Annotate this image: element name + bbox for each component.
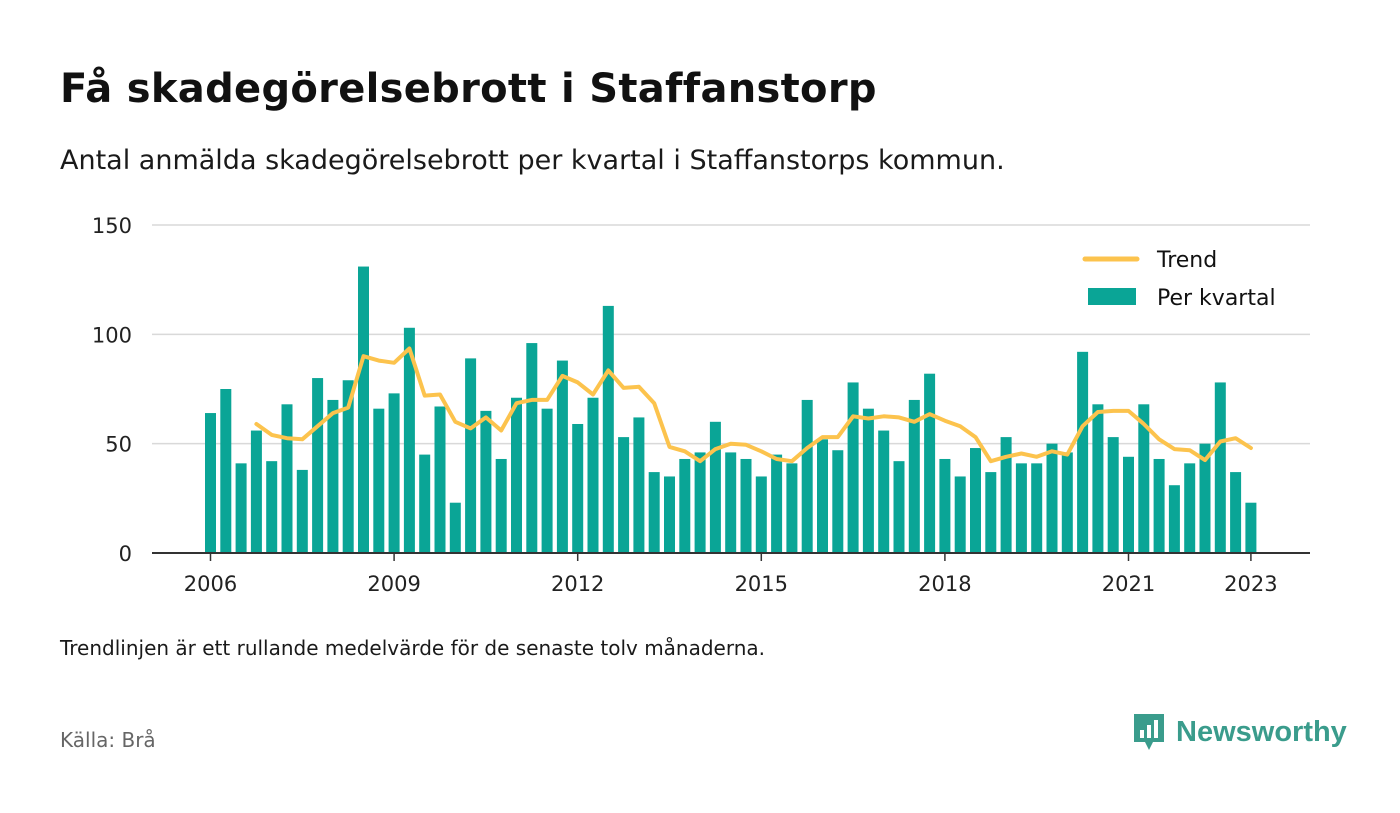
bar — [556, 360, 568, 553]
bar — [709, 421, 721, 553]
bar — [648, 472, 660, 553]
bar — [1214, 382, 1226, 553]
bar — [541, 408, 553, 553]
bar — [587, 397, 599, 553]
bar — [755, 476, 767, 553]
bar — [954, 476, 966, 553]
bar — [939, 458, 951, 553]
bar — [1230, 472, 1242, 553]
bar — [1092, 404, 1104, 553]
x-axis-ticks: 2006 2009 2012 2015 2018 2021 2023 — [184, 553, 1278, 596]
legend-bar-swatch — [1088, 288, 1136, 305]
legend-bar-label: Per kvartal — [1157, 286, 1276, 311]
bar — [281, 404, 293, 553]
bar — [1000, 437, 1012, 553]
chart-subtitle: Antal anmälda skadegörelsebrott per kvar… — [60, 145, 1005, 176]
bar — [511, 397, 522, 553]
bar — [786, 463, 798, 553]
footnote: Trendlinjen är ett rullande medelvärde f… — [60, 636, 766, 660]
bar — [679, 458, 691, 553]
bar — [1046, 443, 1058, 553]
bar — [740, 458, 752, 553]
bar — [1077, 351, 1089, 553]
y-tick-label: 0 — [119, 542, 132, 566]
bar — [296, 469, 308, 553]
bar — [250, 430, 262, 553]
legend-trend-label: Trend — [1156, 248, 1217, 273]
x-tick-label: 2012 — [551, 572, 604, 596]
bar — [449, 502, 461, 553]
bar — [572, 423, 584, 553]
bar — [618, 437, 630, 553]
bar — [342, 380, 354, 553]
legend: Trend Per kvartal — [1082, 248, 1276, 311]
x-tick-label: 2015 — [735, 572, 788, 596]
bar — [403, 327, 415, 553]
bar — [908, 399, 920, 553]
bar — [862, 408, 874, 553]
bar — [801, 399, 813, 553]
bar — [419, 454, 431, 553]
brand-logo[interactable]: Newsworthy — [1132, 712, 1347, 752]
bar — [1107, 437, 1119, 553]
x-tick-label: 2009 — [367, 572, 420, 596]
bar — [970, 448, 981, 553]
bar — [832, 450, 844, 553]
x-tick-label: 2021 — [1102, 572, 1155, 596]
bar — [878, 430, 890, 553]
bar — [985, 472, 997, 553]
bar — [1015, 463, 1027, 553]
bar — [205, 413, 216, 553]
bar — [266, 461, 278, 553]
x-tick-label: 2006 — [184, 572, 237, 596]
x-tick-label: 2018 — [918, 572, 971, 596]
bar — [1061, 452, 1073, 553]
bar — [434, 406, 446, 553]
bar — [358, 266, 369, 553]
y-axis-ticks: 0 50 100 150 — [92, 214, 132, 566]
bar — [1123, 456, 1134, 553]
bar — [817, 439, 828, 553]
chart-area: 0 50 100 150 2006 2009 2012 2015 2018 2021 2023 T… — [92, 214, 1310, 596]
bar — [1184, 463, 1196, 553]
brand-name: Newsworthy — [1176, 715, 1347, 748]
bar — [1168, 485, 1180, 553]
bar — [1153, 458, 1165, 553]
y-tick-label: 50 — [105, 433, 132, 457]
bar — [235, 463, 247, 553]
bar — [664, 476, 675, 553]
bar — [220, 389, 232, 553]
bar — [847, 382, 859, 553]
bar — [1138, 404, 1150, 553]
bar — [771, 454, 783, 553]
bar-series — [205, 266, 1257, 553]
trend-line — [254, 346, 1253, 464]
bar — [495, 458, 507, 553]
bar — [388, 393, 400, 553]
bar — [893, 461, 905, 553]
bar — [312, 378, 324, 553]
newsworthy-logo-icon — [1134, 714, 1164, 750]
x-tick-label: 2023 — [1224, 572, 1277, 596]
bar — [694, 452, 706, 553]
bar — [1245, 502, 1257, 553]
bar — [465, 358, 477, 553]
bar — [373, 408, 385, 553]
bar — [526, 343, 538, 553]
y-tick-label: 150 — [92, 214, 132, 238]
bar — [725, 452, 737, 553]
bar — [633, 417, 645, 553]
bar — [1031, 463, 1043, 553]
bar — [924, 373, 936, 553]
chart-title: Få skadegörelsebrott i Staffanstorp — [60, 66, 877, 112]
source-label: Källa: Brå — [60, 728, 156, 752]
bar — [1199, 443, 1211, 553]
y-tick-label: 100 — [92, 323, 132, 347]
bar — [327, 399, 339, 553]
bar — [480, 410, 492, 553]
bar — [602, 305, 614, 553]
